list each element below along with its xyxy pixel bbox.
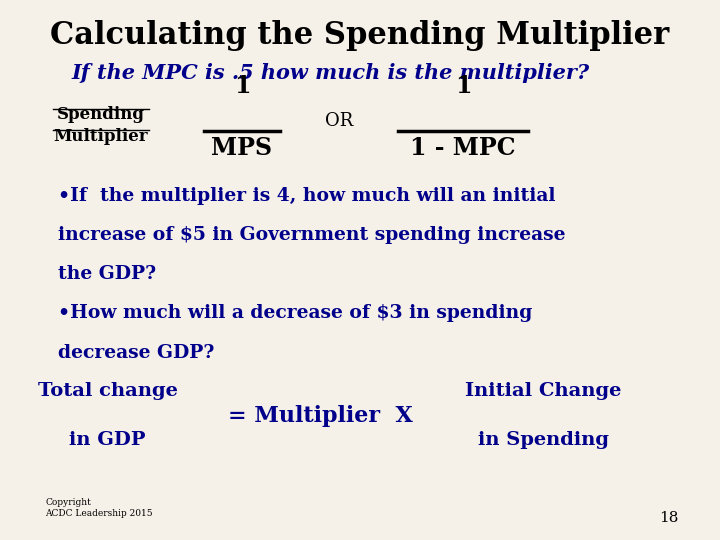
- Text: in GDP: in GDP: [69, 431, 145, 449]
- Text: Copyright
ACDC Leadership 2015: Copyright ACDC Leadership 2015: [45, 498, 153, 518]
- Text: the GDP?: the GDP?: [58, 265, 156, 283]
- Text: 1: 1: [455, 74, 471, 98]
- Text: Spending: Spending: [57, 106, 145, 123]
- Text: OR: OR: [325, 112, 353, 130]
- Text: increase of $5 in Government spending increase: increase of $5 in Government spending in…: [58, 226, 566, 244]
- Text: 1: 1: [234, 74, 250, 98]
- Text: = Multiplier  X: = Multiplier X: [228, 405, 413, 427]
- Text: Initial Change: Initial Change: [466, 382, 622, 400]
- Text: If the MPC is .5 how much is the multiplier?: If the MPC is .5 how much is the multipl…: [71, 63, 590, 83]
- Text: MPS: MPS: [212, 136, 272, 160]
- Text: decrease GDP?: decrease GDP?: [58, 343, 215, 362]
- Text: •If  the multiplier is 4, how much will an initial: •If the multiplier is 4, how much will a…: [58, 187, 556, 205]
- Text: Calculating the Spending Multiplier: Calculating the Spending Multiplier: [50, 20, 670, 51]
- Text: in Spending: in Spending: [478, 431, 609, 449]
- Text: •How much will a decrease of $3 in spending: •How much will a decrease of $3 in spend…: [58, 305, 533, 322]
- Text: Total change: Total change: [37, 382, 177, 400]
- Text: 18: 18: [659, 511, 678, 525]
- Text: Multiplier: Multiplier: [53, 127, 148, 145]
- Text: 1 - MPC: 1 - MPC: [410, 136, 516, 160]
